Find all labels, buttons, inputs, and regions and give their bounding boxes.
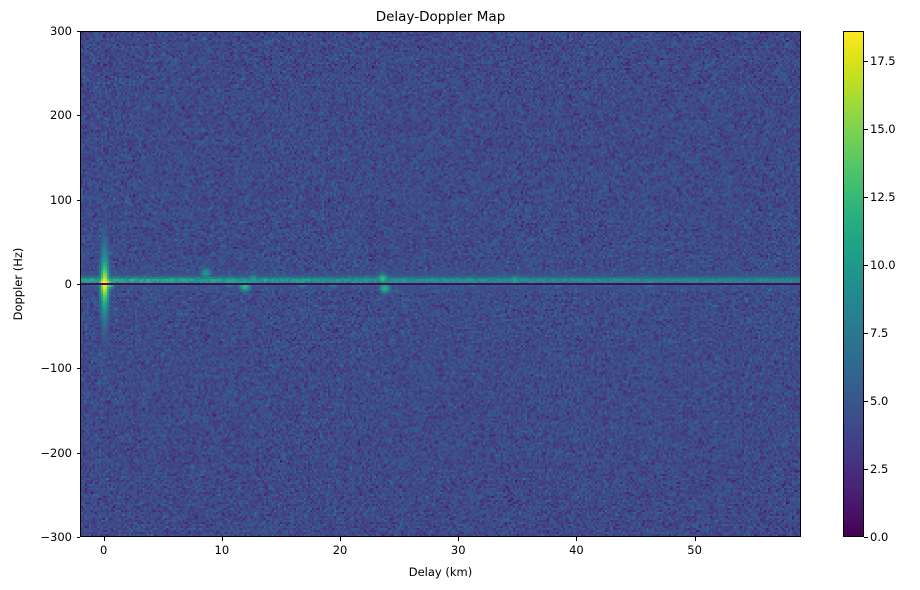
colorbar-tick-mark (864, 332, 868, 334)
y-tick-label: 100 (50, 192, 72, 207)
heatmap-plot-area (80, 31, 801, 537)
x-tick-mark (458, 537, 460, 541)
x-tick-label: 20 (332, 543, 348, 557)
y-tick-label: −100 (40, 361, 72, 376)
colorbar-tick-label: 2.5 (870, 461, 889, 476)
colorbar-tick-mark (864, 60, 868, 62)
colorbar-tick-mark (864, 468, 868, 470)
y-tick-mark (76, 115, 80, 117)
colorbar-tick-label: 17.5 (870, 53, 896, 68)
colorbar-tick-mark (864, 264, 868, 266)
y-tick-mark (76, 537, 80, 538)
x-tick-mark (694, 537, 696, 541)
y-tick-label: −200 (40, 445, 72, 460)
colorbar (843, 31, 864, 537)
colorbar-tick-label: 7.5 (870, 325, 889, 340)
y-tick-mark (76, 452, 80, 454)
y-tick-label: 0 (64, 277, 72, 291)
colorbar-tick-label: 0.0 (870, 530, 889, 544)
y-tick-label: 300 (50, 24, 72, 38)
colorbar-tick-mark (864, 400, 868, 402)
x-tick-mark (103, 537, 105, 541)
x-tick-mark (340, 537, 342, 541)
y-tick-label: −300 (40, 530, 72, 544)
x-tick-label: 40 (569, 543, 584, 557)
colorbar-tick-mark (864, 128, 868, 130)
x-tick-label: 30 (450, 543, 466, 557)
y-tick-label: 200 (50, 108, 72, 123)
y-tick-mark (76, 199, 80, 201)
colorbar-gradient (844, 32, 863, 536)
colorbar-tick-label: 15.0 (870, 121, 896, 136)
delay-doppler-heatmap (81, 32, 800, 536)
colorbar-tick-mark (864, 196, 868, 198)
x-axis-label: Delay (km) (408, 565, 473, 579)
colorbar-tick-label: 10.0 (870, 257, 896, 272)
x-tick-label: 0 (99, 543, 108, 557)
colorbar-tick-label: 12.5 (870, 189, 896, 204)
x-tick-mark (576, 537, 578, 541)
x-tick-label: 10 (214, 543, 230, 557)
x-tick-label: 50 (687, 543, 702, 557)
y-tick-mark (76, 31, 80, 32)
page-title: Delay-Doppler Map (375, 9, 506, 25)
colorbar-tick-mark (864, 537, 868, 538)
y-tick-mark (76, 284, 80, 285)
x-tick-mark (221, 537, 223, 541)
y-tick-mark (76, 368, 80, 370)
y-axis-label: Doppler (Hz) (11, 247, 25, 321)
colorbar-tick-label: 5.0 (870, 393, 889, 408)
